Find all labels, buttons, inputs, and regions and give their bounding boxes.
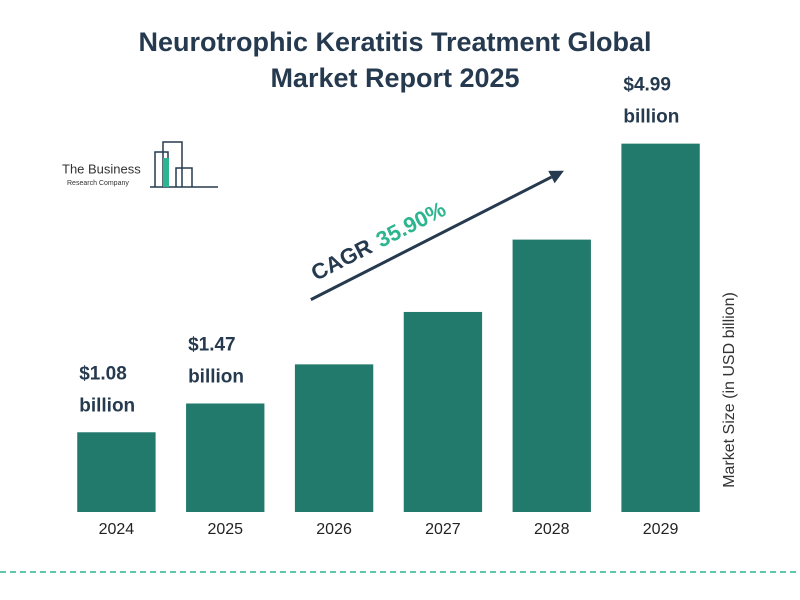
value-label-line: billion — [79, 395, 135, 416]
logo-text: The Business — [62, 161, 141, 176]
arrow-head — [548, 170, 564, 184]
value-label-line: $1.47 — [188, 335, 236, 356]
cagr-label: CAGR — [307, 234, 376, 286]
value-label-line: billion — [623, 107, 679, 128]
value-label: $4.99 billion — [623, 75, 679, 128]
chart-title: Neurotrophic Keratitis Treatment Global — [138, 27, 651, 57]
bar — [621, 143, 700, 512]
value-label-line: billion — [188, 367, 244, 388]
value-label-line: $1.08 — [79, 363, 127, 384]
logo-mark — [163, 158, 169, 187]
logo: The Business Research Company — [62, 141, 218, 188]
value-label-line: $4.99 — [623, 75, 671, 96]
x-tick-label: 2026 — [316, 521, 352, 538]
arrow — [310, 175, 553, 301]
chart-title: Market Report 2025 — [270, 63, 519, 93]
bar — [294, 364, 374, 512]
x-tick-label: 2028 — [534, 521, 570, 538]
x-tick-label: 2024 — [99, 521, 135, 538]
bar — [512, 239, 591, 513]
y-axis-label: Market Size (in USD billion) — [721, 292, 738, 488]
x-tick-label: 2029 — [643, 521, 679, 538]
value-label: $1.08 billion — [79, 363, 135, 416]
x-tick-label: 2025 — [207, 521, 243, 538]
value-label: $1.47 billion — [188, 335, 244, 388]
logo-text: Research Company — [67, 180, 129, 187]
bar — [403, 311, 483, 512]
bar — [186, 403, 265, 512]
bar — [77, 432, 156, 512]
x-tick-label: 2027 — [425, 521, 461, 538]
logo-mark — [150, 141, 218, 188]
cagr-value: 35.90% — [372, 196, 450, 252]
